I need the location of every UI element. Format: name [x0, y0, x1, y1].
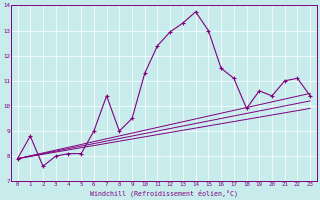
X-axis label: Windchill (Refroidissement éolien,°C): Windchill (Refroidissement éolien,°C) — [90, 189, 238, 197]
